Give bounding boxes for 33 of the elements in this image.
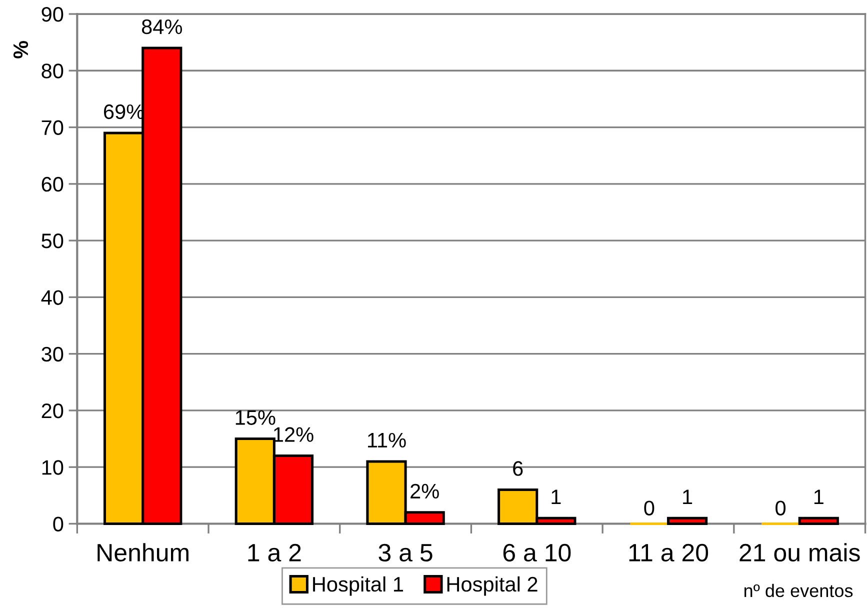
data-label: 0 [644,500,654,516]
y-tick-label: 0 [53,516,64,532]
data-label: 0 [776,500,786,516]
legend-label: Hospital 2 [447,576,538,596]
y-tick-label: 80 [42,64,64,78]
y-tick-label: 10 [42,460,64,475]
y-tick-label: 90 [42,7,64,22]
y-tick-label: 40 [41,290,64,305]
x-tick-label: 11 a 20 [629,544,708,562]
bar [666,516,708,525]
x-tick-label: 21 ou mais [740,543,860,562]
bar [798,516,839,525]
data-label: 1 [552,490,561,504]
y-tick-label: 20 [42,403,64,418]
data-label: 84% [142,19,182,34]
data-label: 6 [513,461,523,476]
legend-label: Hospital 1 [313,576,403,596]
y-tick-label: 50 [42,234,64,248]
y-axis-title: % [13,40,28,58]
x-tick-label: Nenhum [98,543,188,562]
x-tick-label: 1 a 2 [248,544,301,562]
data-label: 1 [814,490,824,504]
data-label: 1 [683,490,692,504]
y-tick-label: 60 [42,176,64,192]
x-axis-title: nº de eventos [744,584,853,598]
data-label: 2% [410,484,439,498]
x-tick-label: 6 a 10 [503,544,571,562]
data-label: 12% [274,427,314,442]
data-label: 15% [236,410,276,425]
y-tick-label: 30 [42,346,64,362]
x-tick-label: 3 a 5 [378,544,432,562]
data-label: 11% [368,432,406,448]
y-tick-label: 70 [42,120,64,136]
